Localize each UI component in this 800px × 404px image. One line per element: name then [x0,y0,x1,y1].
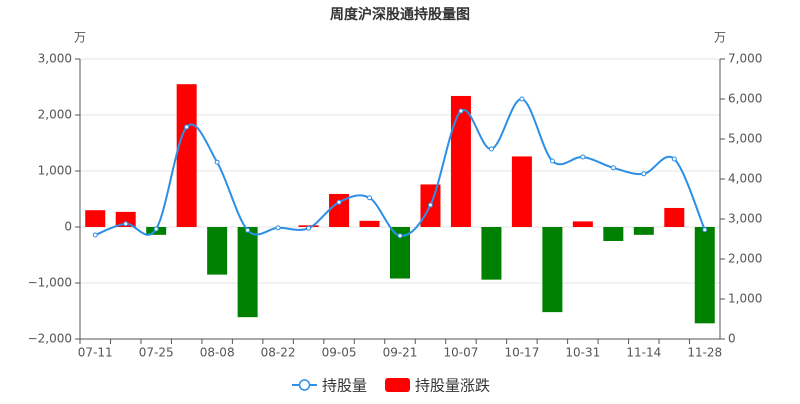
point [427,202,433,208]
y2-tick-label: 3,000 [728,212,762,226]
x-tick-label: 08-22 [261,346,296,360]
bar [542,227,563,313]
point [306,225,312,231]
point [641,171,647,177]
point [92,232,98,238]
y2-tick-label: 1,000 [728,292,762,306]
bar [207,227,228,275]
y-tick-label: −2,000 [28,332,72,346]
bar [481,227,502,280]
bar [329,193,350,227]
y-tick-label: −1,000 [28,276,72,290]
chart-title: 周度沪深股通持股量图 [330,6,470,23]
bar [572,221,593,227]
y-unit: 万 [74,31,86,45]
bar [511,156,532,227]
x-tick-label: 07-11 [78,346,113,360]
y2-tick-label: 6,000 [728,92,762,106]
y2-tick-label: 7,000 [728,52,762,66]
point [214,159,220,165]
bar [450,95,471,228]
point [367,195,373,201]
point [245,227,251,233]
bar [390,227,410,279]
x-tick-label: 10-31 [565,346,600,360]
bar [237,227,258,318]
point [549,158,555,164]
point [671,156,677,162]
bar [694,227,715,324]
bar [115,211,136,227]
y-tick-label: 3,000 [38,52,72,66]
bar [633,227,654,235]
point [123,221,129,227]
point [610,165,616,171]
point [153,226,159,232]
y-tick-label: 2,000 [38,108,72,122]
y2-tick-label: 5,000 [728,132,762,146]
point [458,108,464,114]
bar [176,84,197,227]
x-tick-label: 11-14 [626,346,661,360]
x-tick-label: 08-08 [200,346,235,360]
legend-label: 持股量涨跌 [415,377,490,395]
y-tick-label: 1,000 [38,164,72,178]
legend-marker [385,378,411,392]
bar [85,210,106,227]
point [336,199,342,205]
x-tick-label: 11-28 [687,346,722,360]
x-tick-label: 09-05 [322,346,357,360]
point [702,227,708,233]
point [488,146,494,152]
y2-unit: 万 [714,31,726,45]
point [580,154,586,160]
legend-label: 持股量 [322,377,367,395]
point [275,225,281,231]
bar [664,207,685,227]
y2-tick-label: 0 [728,332,736,346]
point [519,96,525,102]
x-tick-label: 10-07 [444,346,479,360]
x-tick-label: 07-25 [139,346,174,360]
y2-tick-label: 4,000 [728,172,762,186]
point [397,233,403,239]
legend-marker [298,379,311,391]
bar [359,220,380,227]
x-tick-label: 09-21 [383,346,418,360]
bar [603,227,624,241]
x-tick-label: 10-17 [504,346,539,360]
point [184,124,190,130]
y-tick-label: 0 [64,220,72,234]
y2-tick-label: 2,000 [728,252,762,266]
